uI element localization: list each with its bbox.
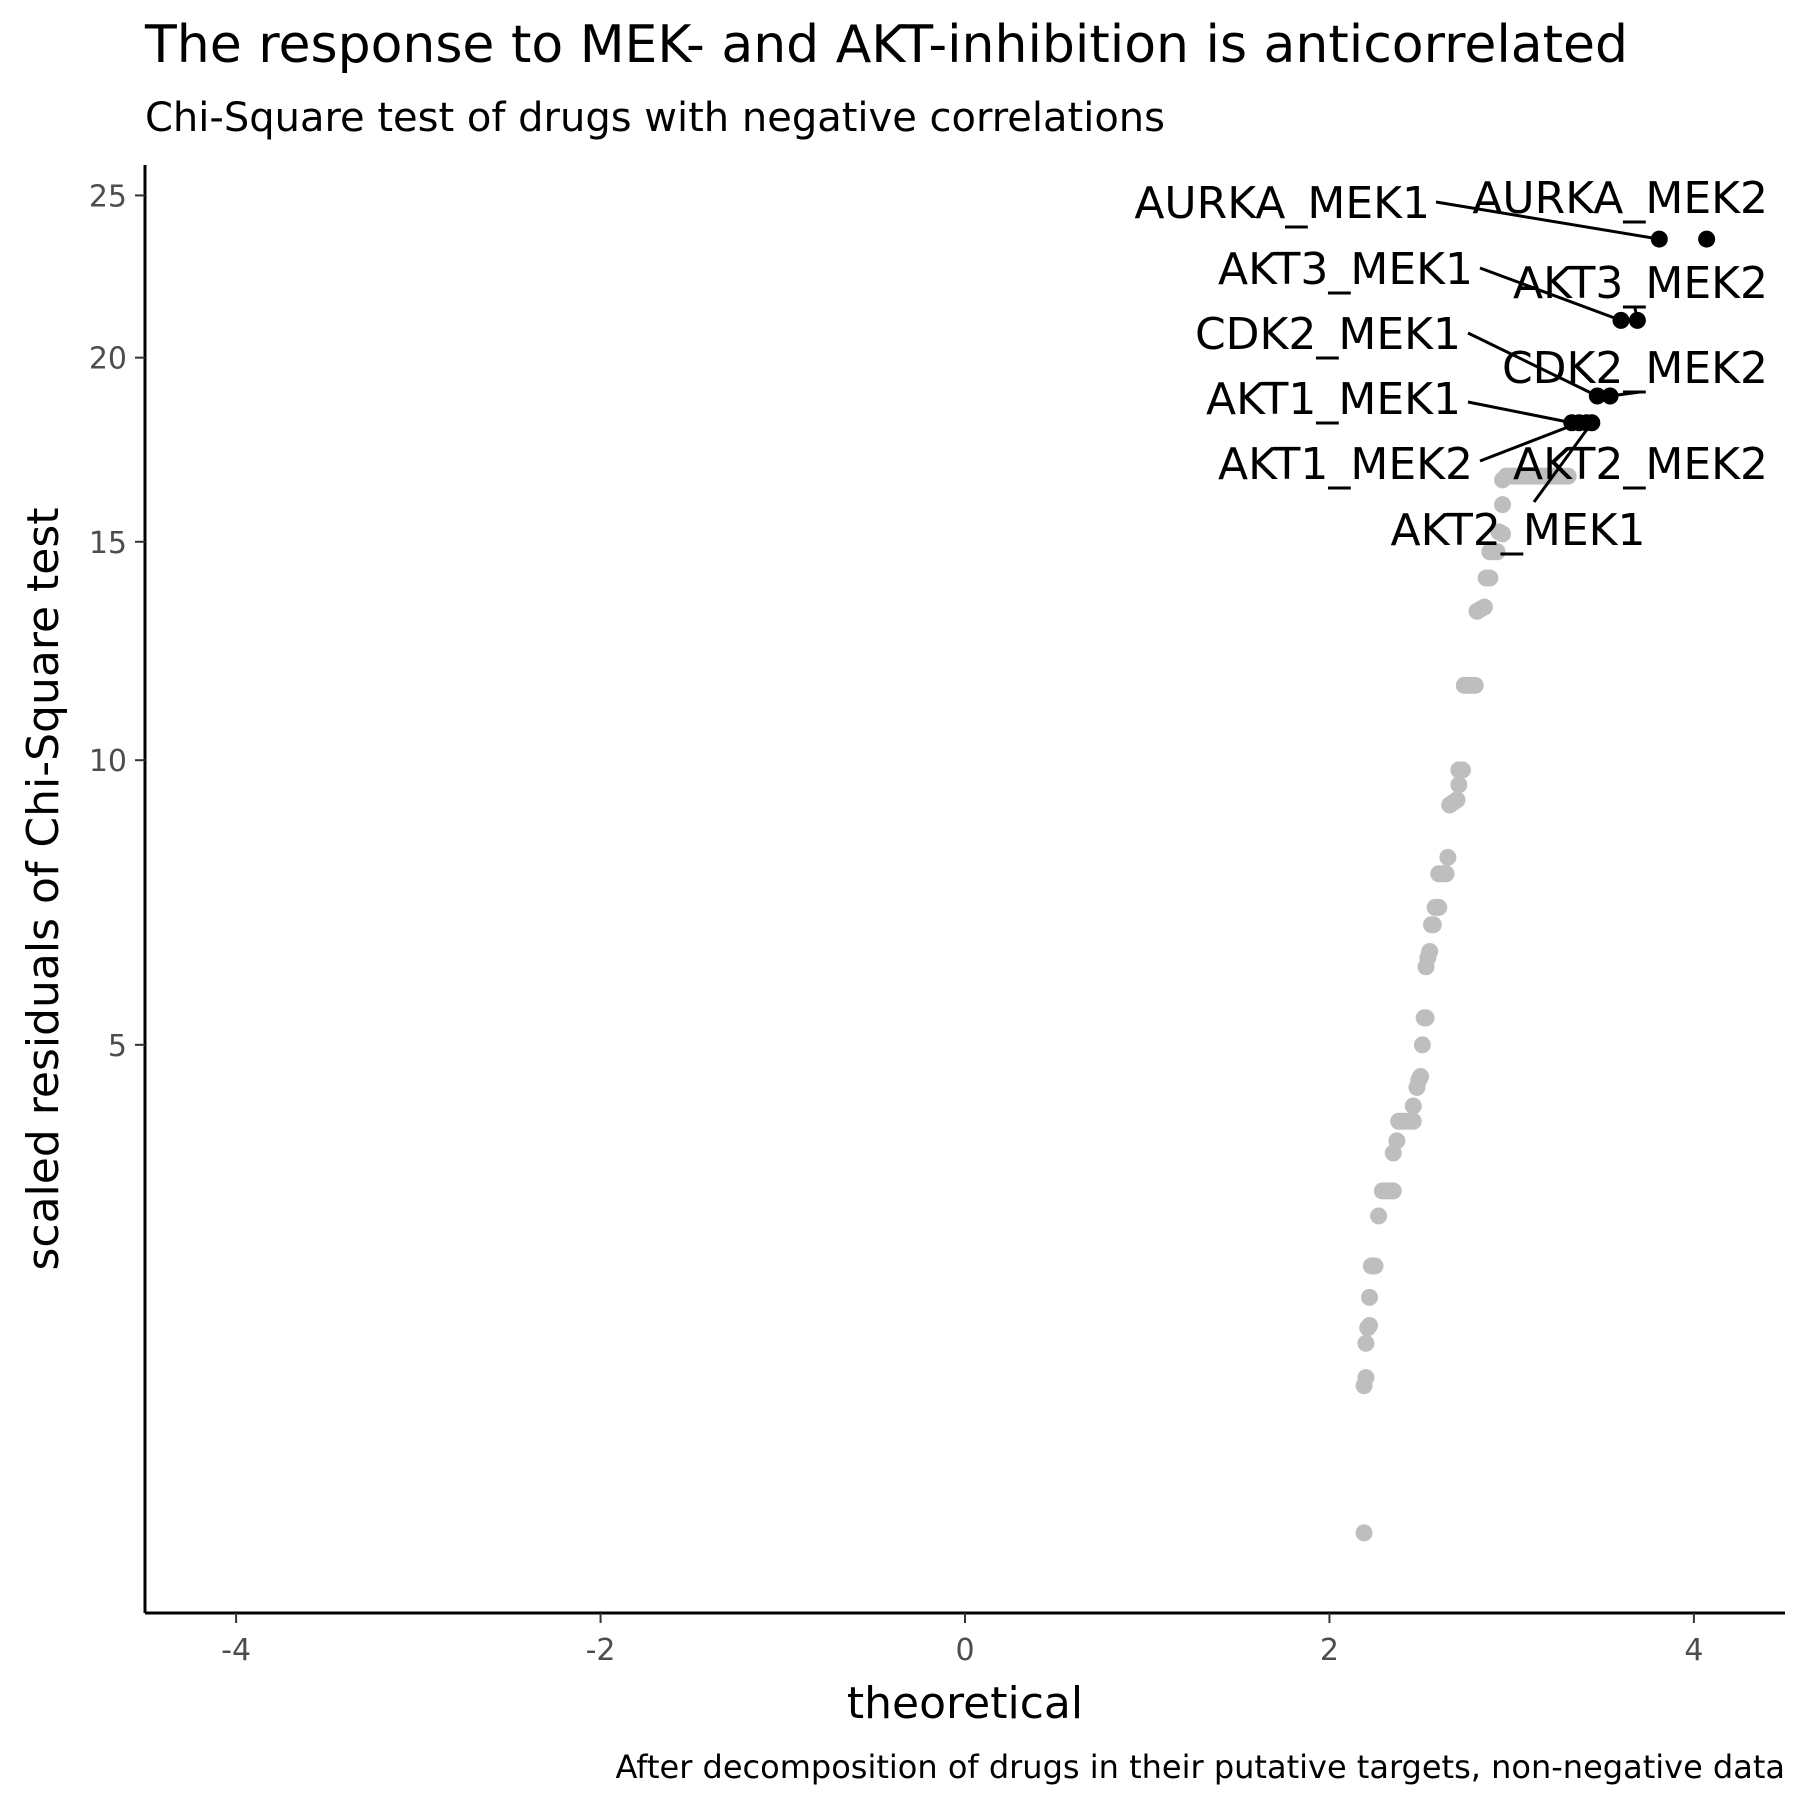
data-point (1370, 1207, 1388, 1225)
data-point (1439, 848, 1457, 866)
data-point (1404, 1097, 1422, 1115)
point-label-cdk2-mek1: CDK2_MEK1 (1195, 309, 1461, 360)
background-points-layer (1355, 467, 1577, 1542)
point-label-akt3-mek1: AKT3_MEK1 (1218, 244, 1473, 295)
data-point (1404, 1112, 1422, 1130)
point-label-aurka-mek2: AURKA_MEK2 (1472, 173, 1768, 224)
label-connector-akt2-mek1 (1532, 421, 1594, 503)
point-label-akt2-mek1: AKT2_MEK1 (1390, 505, 1645, 556)
y-tick-label: 10 (89, 744, 127, 779)
data-point (1481, 569, 1499, 587)
data-point (1357, 1369, 1375, 1387)
data-point (1424, 916, 1442, 934)
chart-subtitle: Chi-Square test of drugs with negative c… (145, 95, 1165, 141)
data-point (1475, 598, 1493, 616)
y-tick-label: 5 (108, 1029, 127, 1064)
data-point (1466, 676, 1484, 694)
y-axis-ticks: 5 10 15 20 25 (89, 179, 145, 1064)
point-label-akt1-mek2: AKT1_MEK2 (1218, 439, 1473, 490)
data-point (1361, 1316, 1379, 1334)
chart-caption: After decomposition of drugs in their pu… (616, 1748, 1785, 1786)
x-tick-label: -4 (221, 1633, 251, 1668)
data-point (1488, 543, 1506, 561)
data-point (1430, 898, 1448, 916)
x-tick-label: -2 (586, 1633, 616, 1668)
x-tick-label: 2 (1320, 1633, 1339, 1668)
highlight-point-cdk2-mek1 (1588, 387, 1606, 405)
label-connector-aurka-mek1 (1435, 200, 1660, 241)
highlight-point-aurka-mek1 (1650, 230, 1668, 248)
label-connector-akt1-mek1 (1467, 400, 1573, 425)
point-labels-layer: AURKA_MEK1 AURKA_MEK2 AKT3_MEK1 AKT3_MEK2 CD… (1134, 173, 1768, 556)
data-point (1412, 1067, 1430, 1085)
data-point (1355, 1524, 1373, 1542)
data-point (1384, 1182, 1402, 1200)
data-point (1357, 1334, 1375, 1352)
data-point (1388, 1132, 1406, 1150)
label-connector-akt3-mek1 (1479, 266, 1622, 322)
data-point (1361, 1288, 1379, 1306)
chart-title: The response to MEK- and AKT-inhibition … (144, 15, 1628, 75)
highlight-point-akt2-mek1 (1583, 414, 1601, 432)
data-point (1453, 761, 1471, 779)
data-point (1421, 943, 1439, 961)
point-label-akt3-mek2: AKT3_MEK2 (1513, 258, 1768, 309)
highlight-points-layer (1563, 230, 1716, 432)
point-label-akt2-mek2: AKT2_MEK2 (1513, 439, 1768, 490)
data-point (1450, 776, 1468, 794)
y-axis-label: scaled residuals of Chi-Square test (18, 507, 69, 1270)
point-label-cdk2-mek2: CDK2_MEK2 (1502, 343, 1768, 394)
label-connector-cdk2-mek1 (1467, 331, 1598, 398)
data-point (1559, 467, 1577, 485)
label-connector-akt1-mek2 (1479, 421, 1580, 463)
highlight-point-cdk2-mek2 (1601, 387, 1619, 405)
highlight-point-akt3-mek1 (1612, 311, 1630, 329)
y-tick-label: 15 (89, 526, 127, 561)
data-point (1437, 865, 1455, 883)
point-label-aurka-mek1: AURKA_MEK1 (1134, 178, 1430, 229)
point-label-akt1-mek1: AKT1_MEK1 (1206, 374, 1461, 425)
data-point (1366, 1257, 1384, 1275)
x-axis-label: theoretical (847, 1678, 1083, 1729)
y-tick-label: 25 (89, 179, 127, 214)
data-point (1494, 525, 1512, 543)
highlight-point-aurka-mek2 (1698, 230, 1716, 248)
x-tick-label: 0 (955, 1633, 974, 1668)
highlight-point-akt3-mek2 (1628, 311, 1646, 329)
data-point (1413, 1036, 1431, 1054)
x-tick-label: 4 (1684, 1633, 1703, 1668)
data-point (1494, 496, 1512, 514)
data-point (1417, 1009, 1435, 1027)
data-point (1448, 791, 1466, 809)
y-tick-label: 20 (89, 342, 127, 377)
x-axis-ticks: -4 -2 0 2 4 (221, 1613, 1703, 1668)
